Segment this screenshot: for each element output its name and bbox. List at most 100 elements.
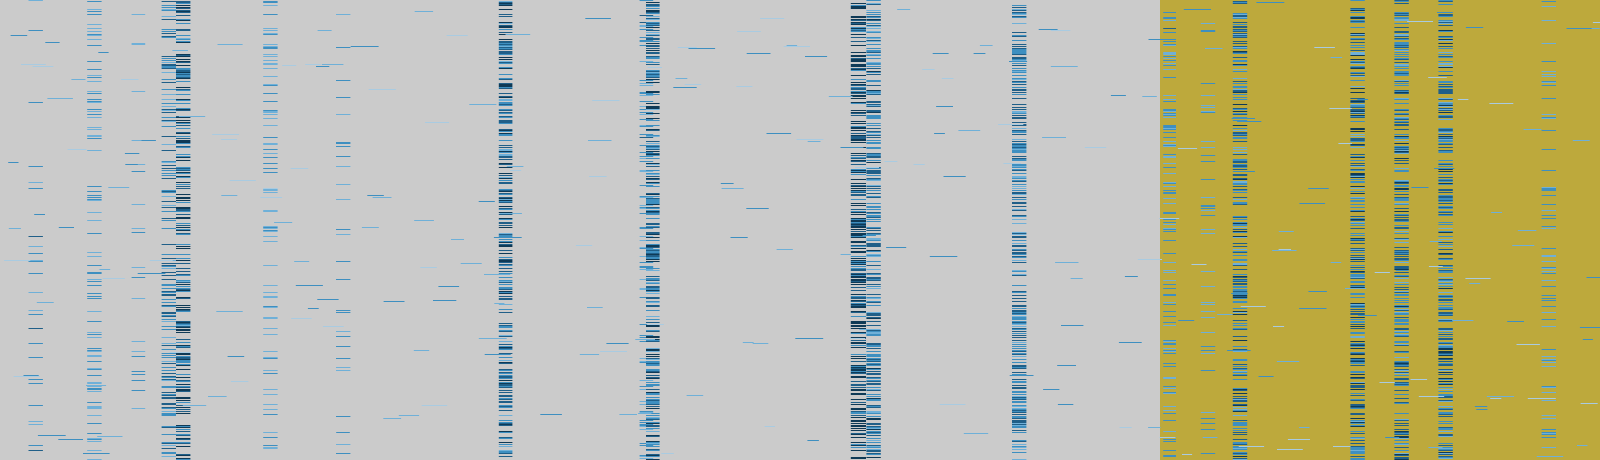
heatmap-cell: [646, 10, 660, 11]
heatmap-cell: [1438, 313, 1453, 314]
heatmap-cell: [646, 30, 660, 31]
heatmap-cell: [161, 306, 176, 307]
heatmap-cell: [1438, 61, 1453, 62]
heatmap-cell: [1232, 89, 1248, 90]
heatmap-cell: [1012, 240, 1027, 241]
heatmap-cell: [1200, 208, 1216, 209]
heatmap-cell: [263, 190, 278, 191]
heatmap-cell: [383, 418, 402, 419]
heatmap-cell: [850, 221, 866, 222]
heatmap-cell: [1163, 129, 1176, 130]
heatmap-cell: [137, 273, 166, 274]
heatmap-cell: [1438, 82, 1453, 83]
heatmap-cell: [1350, 326, 1365, 327]
heatmap-cell: [161, 82, 176, 83]
heatmap-cell: [28, 253, 43, 254]
heatmap-cell: [1438, 215, 1453, 216]
heatmap-cell: [1350, 287, 1365, 288]
heatmap-cell: [1163, 69, 1176, 70]
heatmap-cell: [1012, 132, 1027, 133]
heatmap-cell: [866, 284, 881, 285]
heatmap-cell: [850, 225, 866, 226]
heatmap-cell: [1438, 450, 1453, 451]
heatmap-cell: [176, 202, 191, 203]
heatmap-cell: [1012, 447, 1027, 448]
heatmap-cell: [866, 369, 881, 370]
heatmap-cell: [746, 53, 771, 54]
heatmap-cell: [87, 102, 102, 103]
heatmap-cell: [37, 435, 66, 436]
heatmap-cell: [850, 179, 866, 180]
heatmap-cell: [639, 266, 654, 267]
heatmap-cell: [498, 156, 513, 157]
heatmap-cell: [1438, 143, 1453, 144]
heatmap-cell: [866, 19, 881, 20]
heatmap-cell: [176, 56, 191, 57]
heatmap-cell: [1350, 333, 1365, 334]
heatmap-cell: [83, 453, 110, 454]
heatmap-cell: [850, 60, 866, 61]
heatmap-cell: [263, 318, 278, 319]
heatmap-cell: [1350, 240, 1365, 241]
heatmap-cell: [1200, 83, 1216, 84]
heatmap-cell: [176, 194, 191, 195]
heatmap-cell: [850, 417, 866, 418]
heatmap-cell: [1350, 267, 1365, 268]
heatmap-cell: [1200, 30, 1216, 31]
heatmap-cell: [1350, 453, 1365, 454]
heatmap-cell: [1232, 251, 1248, 252]
heatmap-cell: [1438, 436, 1453, 437]
heatmap-cell: [866, 147, 881, 148]
heatmap-cell: [1012, 215, 1027, 216]
heatmap-cell: [1350, 191, 1365, 192]
heatmap-cell: [498, 198, 513, 199]
heatmap-cell: [1232, 27, 1248, 28]
heatmap-cell: [866, 90, 881, 91]
heatmap-cell: [1070, 278, 1083, 279]
heatmap-cell: [1438, 115, 1453, 116]
heatmap-cell: [639, 95, 654, 96]
heatmap-cell: [161, 275, 176, 276]
heatmap-cell: [646, 163, 660, 164]
heatmap-cell: [87, 311, 102, 312]
heatmap-cell: [1394, 438, 1409, 439]
heatmap-cell: [646, 401, 660, 402]
heatmap-cell: [1394, 3, 1409, 4]
heatmap-cell: [850, 402, 866, 403]
heatmap-cell: [646, 79, 660, 80]
heatmap-cell: [850, 306, 866, 307]
heatmap-cell: [646, 426, 660, 427]
heatmap-cell: [1438, 394, 1453, 395]
heatmap-cell: [850, 279, 866, 280]
heatmap-cell: [498, 197, 513, 198]
heatmap-cell: [1394, 137, 1409, 138]
heatmap-cell: [1541, 415, 1556, 416]
heatmap-cell: [498, 159, 513, 160]
heatmap-cell: [176, 176, 191, 177]
heatmap-cell: [1350, 233, 1365, 234]
heatmap-cell: [161, 363, 176, 364]
heatmap-cell: [1438, 254, 1453, 255]
heatmap-cell: [1350, 321, 1365, 322]
heatmap-cell: [1200, 429, 1216, 430]
heatmap-cell: [161, 353, 176, 354]
heatmap-cell: [1541, 170, 1556, 171]
heatmap-cell: [161, 370, 176, 371]
heatmap-cell: [34, 214, 45, 215]
heatmap-cell: [1394, 312, 1409, 313]
heatmap-cell: [1541, 360, 1556, 361]
heatmap-cell: [1148, 39, 1176, 40]
heatmap-cell: [1012, 223, 1027, 224]
heatmap-cell: [498, 63, 513, 64]
heatmap-cell: [646, 250, 660, 251]
heatmap-cell: [737, 31, 761, 32]
heatmap-cell: [1580, 403, 1598, 404]
heatmap-cell: [850, 126, 866, 127]
heatmap-cell: [646, 361, 660, 362]
heatmap-cell: [646, 351, 660, 352]
heatmap-cell: [124, 153, 140, 154]
heatmap-cell: [498, 431, 513, 432]
heatmap-cell: [1394, 379, 1409, 380]
heatmap-cell: [646, 444, 660, 445]
heatmap-cell: [1232, 269, 1248, 270]
